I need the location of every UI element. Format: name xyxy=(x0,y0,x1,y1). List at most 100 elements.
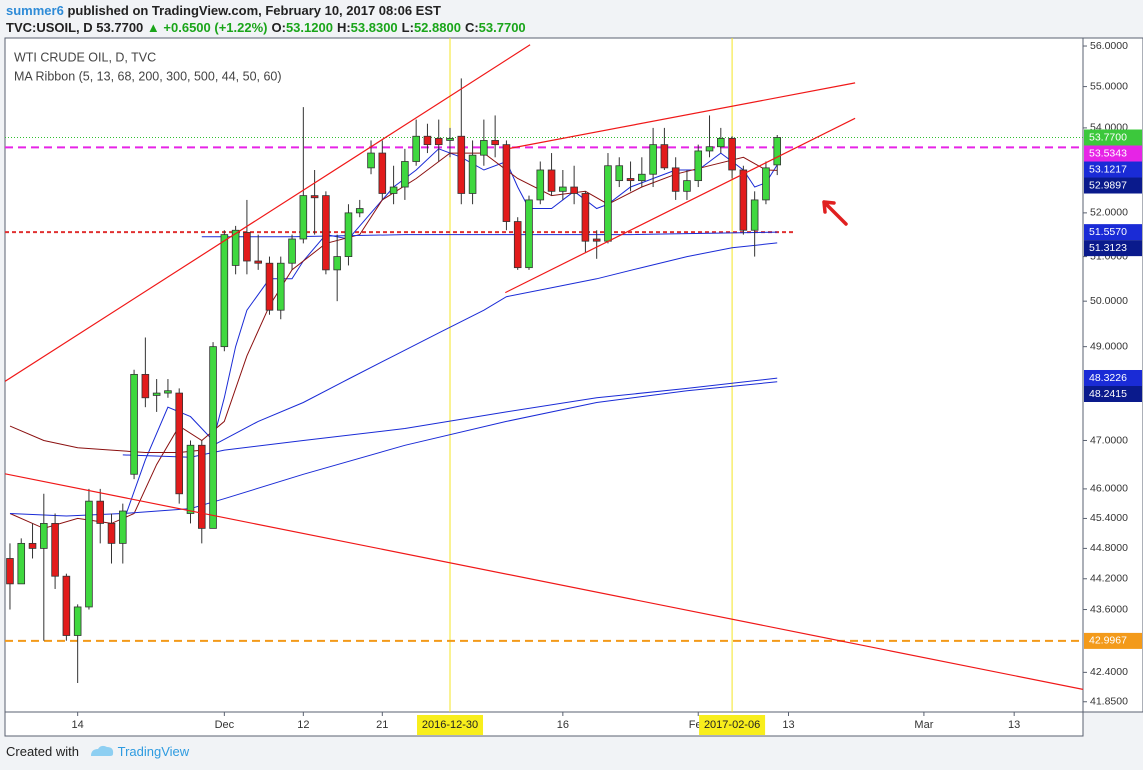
price-change: ▲ +0.6500 (+1.22%) xyxy=(146,20,268,35)
candle-body xyxy=(717,137,725,148)
trend-line xyxy=(505,117,856,294)
candle-body xyxy=(581,193,590,242)
candle-body xyxy=(40,523,48,549)
candle-body xyxy=(130,373,138,475)
x-tick-label: Mar xyxy=(914,719,933,731)
candle-body xyxy=(468,154,477,194)
candle-body xyxy=(197,444,206,529)
logo xyxy=(90,745,113,756)
candle-body xyxy=(728,137,736,171)
symbol: TVC:USOIL, D xyxy=(6,20,93,35)
candle-body xyxy=(62,575,71,636)
candle-body xyxy=(423,135,432,146)
y-tick-label: 50.0000 xyxy=(1090,295,1128,307)
price-badge xyxy=(1084,385,1142,402)
quote-key: C: xyxy=(464,20,479,35)
candle-body xyxy=(51,523,59,577)
x-tick-label: 14 xyxy=(72,719,84,731)
ohlc: O:53.1200 H:53.8300 L:52.8800 C:53.7700 xyxy=(267,20,525,35)
candle-body xyxy=(96,500,105,524)
candle-body xyxy=(513,221,522,269)
chart-title: WTI CRUDE OIL, D, TVC xyxy=(14,50,156,64)
y-tick-label: 46.0000 xyxy=(1090,483,1128,495)
candle-body xyxy=(434,137,443,146)
candle-body xyxy=(638,173,646,182)
trend-line xyxy=(5,44,531,382)
trend-line xyxy=(509,82,856,149)
candle-body xyxy=(17,542,26,585)
price-badge-label: 53.1217 xyxy=(1089,163,1127,175)
y-tick-label: 54.0000 xyxy=(1090,122,1128,134)
candle-body xyxy=(762,167,770,201)
author[interactable]: summer6 xyxy=(6,3,64,18)
candle-body xyxy=(288,238,296,264)
quote-value: 53.7700 xyxy=(478,20,526,35)
price-badge xyxy=(1084,224,1142,241)
quote-value: 53.8300 xyxy=(350,20,398,35)
x-tick-label: Dec xyxy=(215,719,235,731)
price-badge-label: 52.9897 xyxy=(1089,179,1127,191)
price-badge xyxy=(1084,129,1142,146)
candle-body xyxy=(107,523,116,544)
y-tick-label: 44.8000 xyxy=(1090,542,1128,554)
candle-body xyxy=(231,229,240,266)
candle-body xyxy=(412,135,420,162)
y-tick-label: 44.2000 xyxy=(1090,573,1128,585)
price-badge-label: 48.3226 xyxy=(1089,372,1127,384)
footer: Created with TradingView xyxy=(6,744,189,759)
time-axis xyxy=(4,711,1084,737)
candle-body xyxy=(333,256,341,271)
quote-key: H: xyxy=(336,20,351,35)
candle-body xyxy=(536,169,545,201)
candle-body xyxy=(28,542,37,549)
candle-body xyxy=(547,169,556,192)
candle-body xyxy=(265,262,274,311)
x-tick-label: 21 xyxy=(376,719,388,731)
trend-line xyxy=(5,473,1083,690)
candle-body xyxy=(705,146,714,152)
chart-subtitle: MA Ribbon (5, 13, 68, 200, 300, 500, 44,… xyxy=(14,69,282,83)
candle-body xyxy=(457,135,466,194)
candle-body xyxy=(389,186,398,194)
quote-value: 53.1200 xyxy=(285,20,333,35)
y-tick-label: 47.0000 xyxy=(1090,434,1128,446)
moving-average xyxy=(9,152,778,529)
y-tick-label: 49.0000 xyxy=(1090,340,1128,352)
quote-value: 52.8800 xyxy=(413,20,461,35)
candle-body xyxy=(209,346,217,529)
price-badge-label: 48.2415 xyxy=(1089,388,1127,400)
candle-body xyxy=(604,165,612,242)
price-badge xyxy=(1084,145,1142,162)
price-badge-label: 53.7700 xyxy=(1089,131,1127,143)
brand[interactable]: TradingView xyxy=(117,744,190,759)
candle-body xyxy=(694,150,703,182)
x-tick-label: 16 xyxy=(557,719,569,731)
candle-body xyxy=(164,390,172,394)
candle-body xyxy=(310,195,319,199)
candle-body xyxy=(525,199,533,269)
candle-body xyxy=(378,152,387,194)
date-marker-box xyxy=(699,715,766,735)
x-tick-label: 13 xyxy=(1008,719,1020,731)
candle-body xyxy=(683,180,691,192)
price-badge-label: 51.5570 xyxy=(1089,226,1127,238)
candle-body xyxy=(750,199,759,231)
candle-body xyxy=(175,392,183,495)
candle-body xyxy=(254,260,262,264)
candle-body xyxy=(480,140,488,156)
price-badge-label: 51.3123 xyxy=(1089,242,1127,254)
date-marker-label: 2016-12-30 xyxy=(422,719,478,731)
quote-line: TVC:USOIL, D 53.7700 ▲ +0.6500 (+1.22%) O… xyxy=(6,20,526,35)
x-tick-label: 12 xyxy=(297,719,309,731)
y-tick-label: 56.0000 xyxy=(1090,40,1128,52)
candle-body xyxy=(649,144,657,175)
candle-body xyxy=(322,195,330,271)
candle-body xyxy=(660,144,669,169)
candle-body xyxy=(570,186,578,194)
price-badge xyxy=(1084,632,1142,649)
candle-body xyxy=(152,392,161,396)
publish-line: summer6 published on TradingView.com, Fe… xyxy=(6,3,441,18)
candle-body xyxy=(559,186,567,192)
quote-key: O: xyxy=(271,20,286,35)
